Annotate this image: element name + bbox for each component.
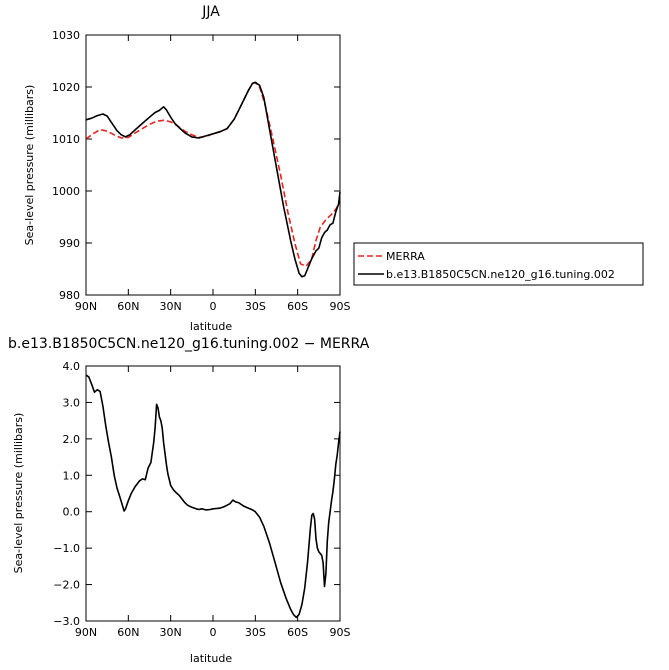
top-series-lines xyxy=(85,81,341,278)
legend-label-merra: MERRA xyxy=(386,250,425,263)
top-axis-ticks: 90N 60N 30N 0 30S 60S 90S 980 990 1000 1010 1020 103… xyxy=(52,29,351,313)
top-series-line-1 xyxy=(85,81,341,278)
bottom-y-tick-label: 3.0 xyxy=(63,396,81,409)
top-y-tick-label: 990 xyxy=(59,237,80,250)
bottom-x-axis-label: latitude xyxy=(190,652,232,665)
top-y-tick-label: 1030 xyxy=(52,29,80,42)
top-y-tick-label: 980 xyxy=(59,289,80,302)
top-series-line-0 xyxy=(85,82,341,268)
bottom-y-tick-label: −1.0 xyxy=(53,542,80,555)
bottom-x-tick-label: 60S xyxy=(287,626,308,639)
bottom-x-tick-label: 0 xyxy=(210,626,217,639)
bottom-x-tick-label: 90N xyxy=(75,626,97,639)
bottom-y-tick-label: −2.0 xyxy=(53,579,80,592)
bottom-y-tick-label: 4.0 xyxy=(63,360,81,373)
top-chart-title: JJA xyxy=(201,4,220,20)
bottom-y-tick-label: −3.0 xyxy=(53,615,80,628)
top-panel: JJA 90N 60N 30N 0 30S 60S 90S 980 990 1000 1010 102… xyxy=(23,4,644,333)
bottom-x-tick-label: 30N xyxy=(160,626,182,639)
bottom-x-tick-label: 60N xyxy=(117,626,139,639)
bottom-panel: b.e13.B1850C5CN.ne120_g16.tuning.002 − M… xyxy=(8,336,370,665)
bottom-x-tick-label: 30S xyxy=(245,626,266,639)
bottom-plot-frame xyxy=(85,365,341,622)
bottom-axis-ticks: 90N 60N 30N 0 30S 60S 90S −3.0 −2.0 −1.0 0.0 1.0 2.0… xyxy=(53,360,350,639)
top-x-tick-label: 90S xyxy=(330,300,351,313)
bottom-series-line-0 xyxy=(85,374,341,619)
bottom-x-tick-label: 90S xyxy=(330,626,351,639)
legend: MERRA b.e13.B1850C5CN.ne120_g16.tuning.0… xyxy=(353,242,644,286)
top-x-tick-label: 0 xyxy=(210,300,217,313)
bottom-series-lines xyxy=(85,374,341,619)
top-plot-frame xyxy=(85,34,341,296)
top-y-tick-label: 1010 xyxy=(52,133,80,146)
top-x-axis-label: latitude xyxy=(190,320,232,333)
top-y-tick-label: 1020 xyxy=(52,81,80,94)
top-x-tick-label: 30S xyxy=(245,300,266,313)
top-y-axis-label: Sea-level pressure (millibars) xyxy=(23,85,36,246)
bottom-y-axis-label: Sea-level pressure (millibars) xyxy=(12,413,25,574)
legend-box xyxy=(353,242,644,286)
top-x-tick-label: 60N xyxy=(117,300,139,313)
bottom-y-tick-label: 2.0 xyxy=(63,433,81,446)
bottom-chart-title: b.e13.B1850C5CN.ne120_g16.tuning.002 − M… xyxy=(8,336,370,352)
legend-label-model: b.e13.B1850C5CN.ne120_g16.tuning.002 xyxy=(386,268,615,281)
top-x-tick-label: 30N xyxy=(160,300,182,313)
bottom-y-tick-label: 1.0 xyxy=(63,469,81,482)
top-x-tick-label: 90N xyxy=(75,300,97,313)
top-y-tick-label: 1000 xyxy=(52,185,80,198)
top-x-tick-label: 60S xyxy=(287,300,308,313)
bottom-y-tick-label: 0.0 xyxy=(63,506,81,519)
